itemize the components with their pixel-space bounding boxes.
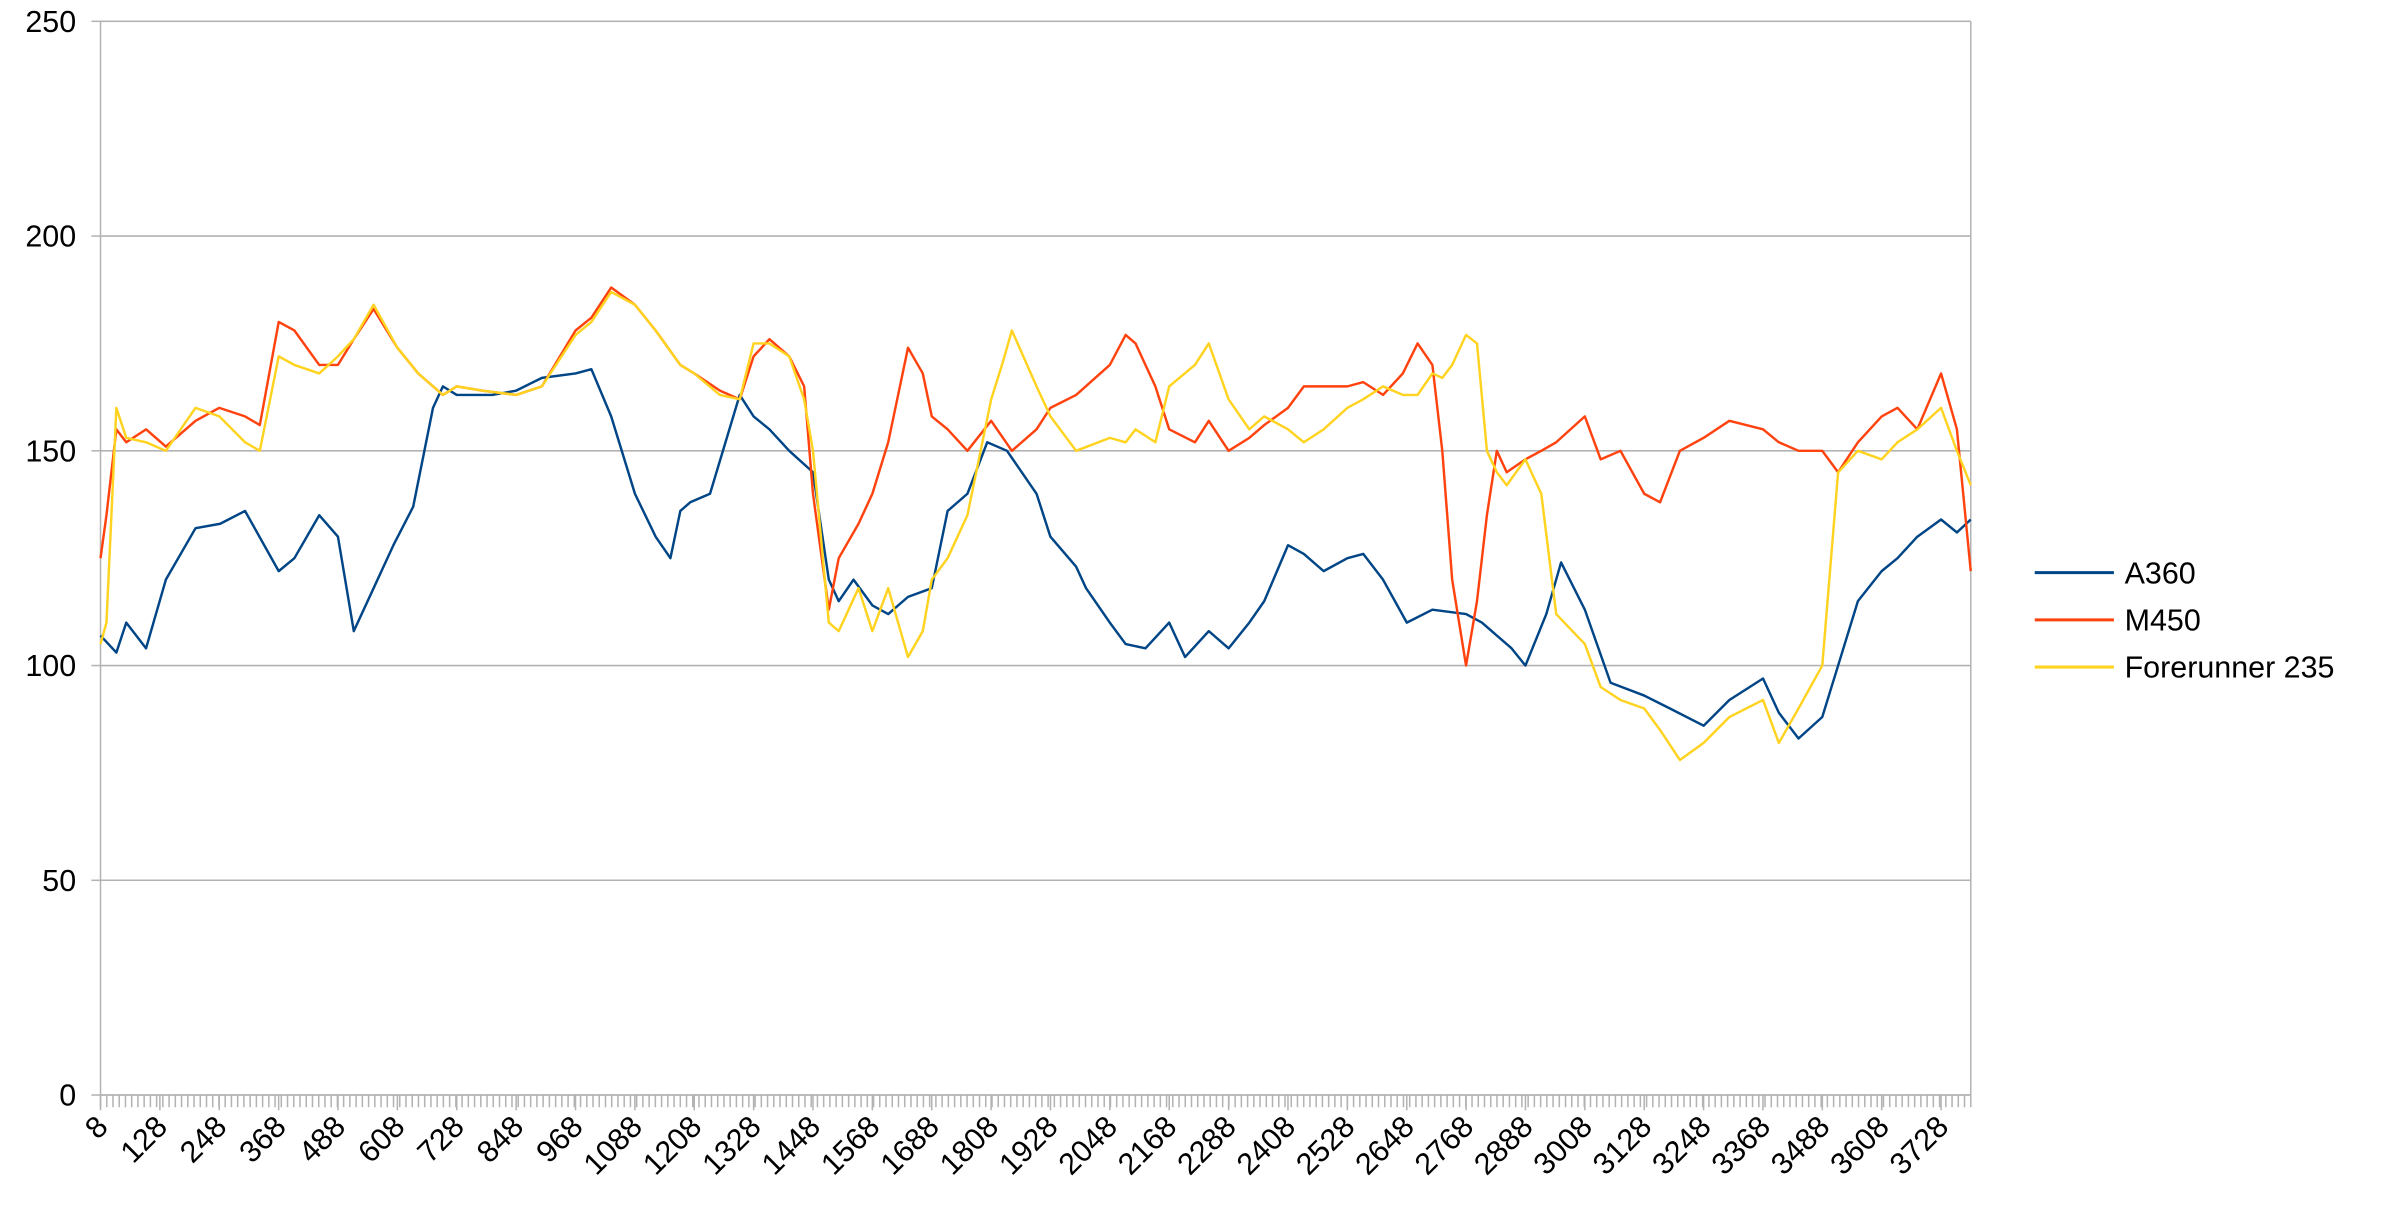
y-tick-label: 200 <box>25 220 76 254</box>
x-tick-label: 128 <box>114 1109 174 1169</box>
x-tick-label: 3128 <box>1586 1109 1658 1181</box>
legend-label-m450: M450 <box>2125 604 2201 638</box>
x-tick-label: 2528 <box>1289 1109 1361 1181</box>
x-tick-label: 2768 <box>1408 1109 1480 1181</box>
x-tick-label: 8 <box>79 1109 115 1145</box>
gridlines <box>100 20 1971 1096</box>
x-tick-label: 1688 <box>874 1109 946 1181</box>
series-line-a360 <box>99 367 1972 740</box>
series-lines <box>99 286 1972 762</box>
y-tick-label: 100 <box>25 649 76 683</box>
x-tick-label: 3728 <box>1883 1109 1955 1181</box>
x-tick-label: 1328 <box>696 1109 768 1181</box>
y-tick-label: 250 <box>25 5 76 39</box>
x-tick-label: 608 <box>351 1109 411 1169</box>
x-tick-label: 3488 <box>1764 1109 1836 1181</box>
x-tick-label: 1568 <box>815 1109 887 1181</box>
x-tick-label: 368 <box>233 1109 293 1169</box>
x-tick-label: 3608 <box>1824 1109 1896 1181</box>
x-tick-label: 3368 <box>1705 1109 1777 1181</box>
x-tick-label: 2288 <box>1171 1109 1243 1181</box>
x-tick-label: 3248 <box>1646 1109 1718 1181</box>
x-tick-label: 2888 <box>1468 1109 1540 1181</box>
y-tick-label: 50 <box>42 864 76 898</box>
legend: A360 M450 Forerunner 235 <box>2034 556 2335 685</box>
x-tick-label: 1088 <box>577 1109 649 1181</box>
x-tick-label: 1808 <box>933 1109 1005 1181</box>
series-line-m450 <box>99 286 1972 667</box>
y-tick-label: 0 <box>59 1079 76 1113</box>
x-tick-label: 848 <box>470 1109 530 1169</box>
legend-label-forerunner-235: Forerunner 235 <box>2125 651 2335 685</box>
x-tick-label: 3008 <box>1527 1109 1599 1181</box>
x-tick-label: 2648 <box>1349 1109 1421 1181</box>
x-tick-label: 1928 <box>993 1109 1065 1181</box>
x-tick-label: 728 <box>411 1109 471 1169</box>
x-tick-label: 2408 <box>1230 1109 1302 1181</box>
x-tick-label: 248 <box>173 1109 233 1169</box>
x-tick-label: 1448 <box>755 1109 827 1181</box>
x-tick-label: 488 <box>292 1109 352 1169</box>
series-line-forerunner-235 <box>99 290 1972 762</box>
legend-label-a360: A360 <box>2125 556 2196 590</box>
x-tick-label: 2048 <box>1052 1109 1124 1181</box>
x-tick-label: 2168 <box>1111 1109 1183 1181</box>
x-tick-label: 1208 <box>636 1109 708 1181</box>
y-tick-label: 150 <box>25 434 76 468</box>
